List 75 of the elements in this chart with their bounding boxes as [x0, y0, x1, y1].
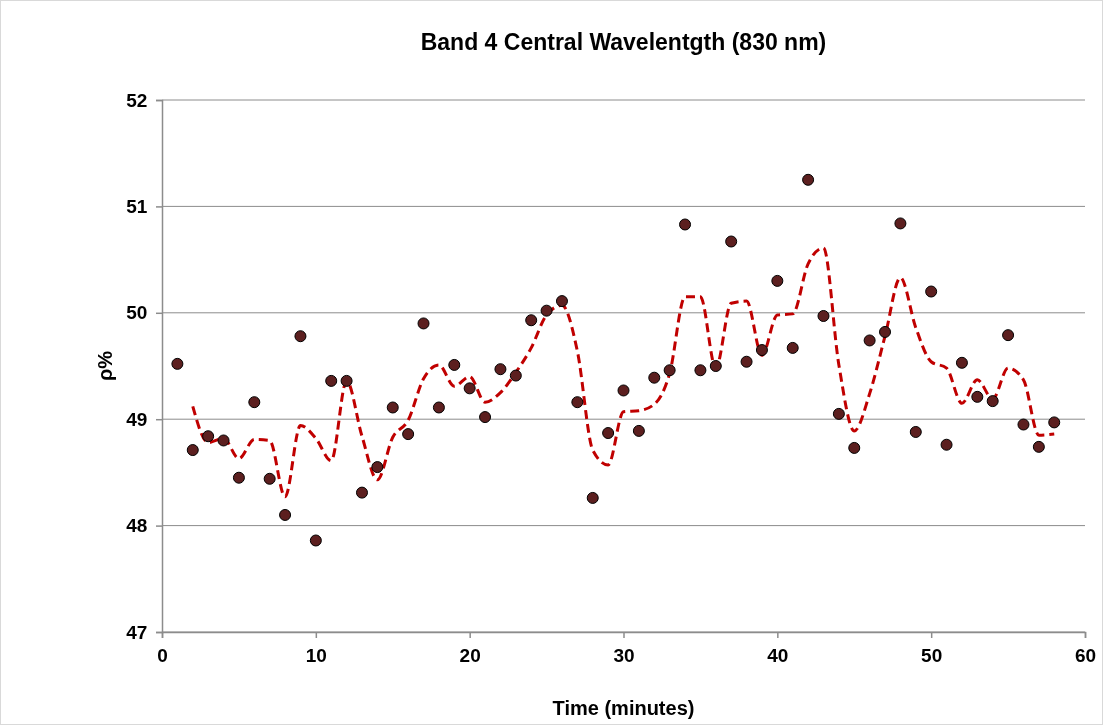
point	[848, 441, 861, 454]
point	[909, 425, 922, 438]
point	[294, 330, 307, 343]
point	[232, 471, 245, 484]
point	[817, 310, 830, 322]
y-tick-label: 48	[126, 515, 148, 537]
point	[725, 235, 738, 248]
point	[186, 444, 199, 457]
point	[479, 411, 492, 424]
y-tick-label: 52	[126, 89, 148, 111]
y-tick-label: 50	[126, 302, 148, 324]
point	[509, 369, 522, 382]
point	[1002, 329, 1015, 342]
point	[632, 424, 645, 437]
point	[709, 360, 722, 372]
point	[371, 461, 384, 474]
point	[679, 218, 692, 231]
point	[171, 357, 184, 370]
point	[463, 382, 476, 395]
point	[1048, 416, 1061, 429]
point	[571, 396, 584, 409]
chart-title: Band 4 Central Wavelentgth (830 nm)	[420, 29, 827, 55]
x-tick-label: 50	[921, 644, 943, 666]
x-tick-label: 30	[613, 644, 635, 666]
x-tick-label: 60	[1074, 644, 1097, 666]
point	[894, 217, 907, 230]
point	[863, 334, 876, 347]
point	[802, 173, 815, 186]
point	[217, 434, 230, 447]
point	[248, 396, 261, 409]
point	[1017, 418, 1030, 431]
y-axis-title: ρ%	[94, 350, 116, 382]
point	[325, 374, 338, 387]
point	[202, 430, 215, 443]
point	[925, 285, 938, 298]
point	[402, 428, 415, 441]
point	[617, 384, 630, 397]
point	[694, 364, 707, 377]
point	[340, 374, 353, 387]
x-axis-title: Time (minutes)	[552, 697, 695, 719]
point	[663, 364, 676, 377]
point	[832, 407, 845, 420]
y-tick-label: 51	[126, 195, 148, 217]
point	[648, 371, 661, 384]
point	[355, 486, 368, 499]
y-tick-label: 49	[126, 408, 148, 430]
point	[755, 344, 768, 357]
point	[432, 401, 445, 414]
point	[602, 427, 615, 440]
x-tick-label: 20	[459, 644, 481, 666]
point	[540, 304, 553, 317]
point	[309, 534, 322, 547]
point	[771, 274, 784, 287]
point	[555, 295, 568, 308]
line-series	[191, 246, 1056, 499]
point	[586, 491, 599, 504]
point	[386, 401, 399, 414]
x-tick-label: 10	[305, 644, 327, 666]
point	[263, 472, 276, 485]
point	[417, 317, 430, 330]
x-tick-label: 0	[157, 644, 168, 666]
point	[740, 355, 753, 368]
x-tick-label: 40	[767, 644, 789, 666]
y-tick-label: 47	[126, 621, 148, 643]
point	[279, 508, 292, 521]
point	[940, 438, 953, 451]
point	[786, 341, 799, 354]
point	[879, 325, 892, 338]
point	[955, 356, 968, 369]
point	[971, 390, 984, 403]
point	[494, 363, 507, 376]
point	[448, 358, 461, 371]
point	[525, 314, 538, 327]
point	[1032, 440, 1045, 453]
point	[986, 395, 999, 408]
